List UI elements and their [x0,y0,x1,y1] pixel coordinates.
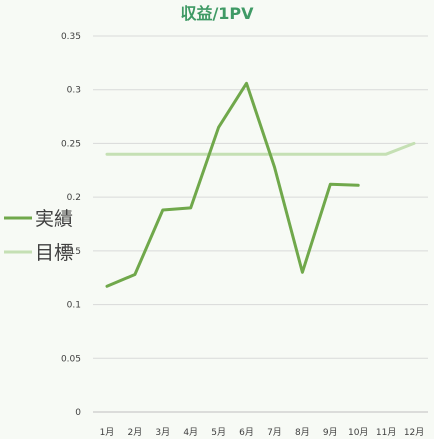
y-tick-label: 0.15 [61,247,81,257]
x-tick-label: 9月 [323,427,338,438]
x-tick-label: 5月 [211,427,226,438]
legend-label: 実績 [35,208,73,230]
y-tick-label: 0.25 [61,139,81,149]
grid-layer [93,35,428,413]
y-tick-label: 0.05 [61,354,81,364]
x-tick-label: 1月 [100,427,115,438]
x-tick-label: 10月 [348,427,368,438]
y-tick-label: 0 [75,408,81,418]
x-tick-label: 2月 [128,427,143,438]
legend-label: 目標 [35,242,73,264]
x-axis-ticks: 1月 2月 3月 4月 5月 6月 7月 8月 9月 10月 11月 12月 [100,427,425,438]
x-tick-label: 11月 [376,427,396,438]
x-tick-label: 7月 [267,427,282,438]
series-line-actual [105,81,360,288]
x-tick-label: 12月 [404,427,424,438]
y-tick-label: 0.2 [67,193,81,203]
series-line-target [105,141,416,156]
x-tick-label: 6月 [239,427,254,438]
y-tick-label: 0.35 [61,32,81,42]
y-axis-ticks: 0 0.05 0.1 0.15 0.2 0.25 0.3 0.35 [61,32,81,418]
x-tick-label: 4月 [183,427,198,438]
chart-title: 収益/1PV [180,4,254,23]
x-tick-label: 3月 [155,427,170,438]
y-tick-label: 0.1 [67,301,81,311]
y-tick-label: 0.3 [67,86,81,96]
x-tick-label: 8月 [295,427,310,438]
series-layer [105,81,416,288]
